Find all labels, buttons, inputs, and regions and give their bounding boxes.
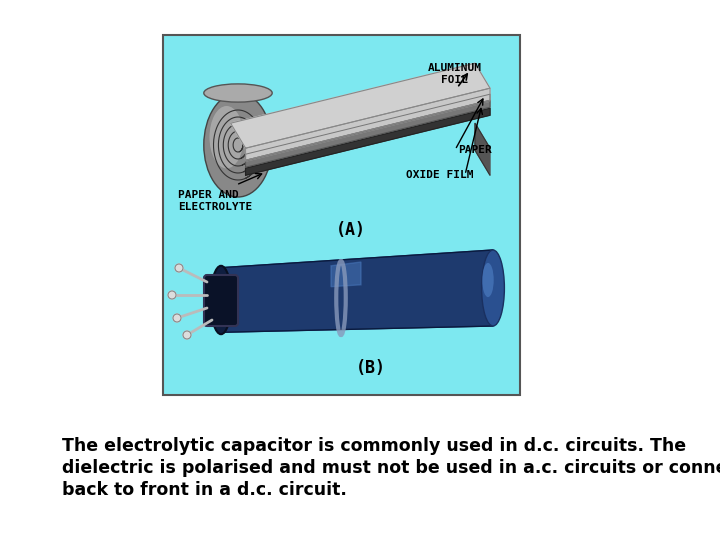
Text: ALUMINUM
FOIL: ALUMINUM FOIL [428,63,482,85]
Polygon shape [221,250,493,332]
Text: OXIDE FILM: OXIDE FILM [406,170,474,180]
Circle shape [173,314,181,322]
Circle shape [168,291,176,299]
Circle shape [183,331,191,339]
Polygon shape [331,262,361,287]
Ellipse shape [482,250,505,326]
Text: PAPER: PAPER [458,145,492,155]
Ellipse shape [210,266,231,334]
Polygon shape [246,94,490,161]
Polygon shape [246,88,490,160]
Polygon shape [475,123,490,175]
Text: dielectric is polarised and must not be used in a.c. circuits or connected: dielectric is polarised and must not be … [62,459,720,477]
Text: PAPER AND
ELECTROLYTE: PAPER AND ELECTROLYTE [178,190,252,212]
Ellipse shape [482,263,494,297]
FancyBboxPatch shape [204,275,238,326]
Text: The electrolytic capacitor is commonly used in d.c. circuits. The: The electrolytic capacitor is commonly u… [62,437,686,455]
Polygon shape [246,108,490,175]
Text: (A): (A) [336,221,366,239]
Text: back to front in a d.c. circuit.: back to front in a d.c. circuit. [62,481,347,499]
Bar [163,35,520,395]
Ellipse shape [210,106,243,168]
Polygon shape [230,63,490,148]
Text: (B): (B) [356,359,386,377]
Circle shape [175,264,183,272]
Ellipse shape [204,93,272,197]
Ellipse shape [204,84,272,102]
Polygon shape [246,100,490,167]
